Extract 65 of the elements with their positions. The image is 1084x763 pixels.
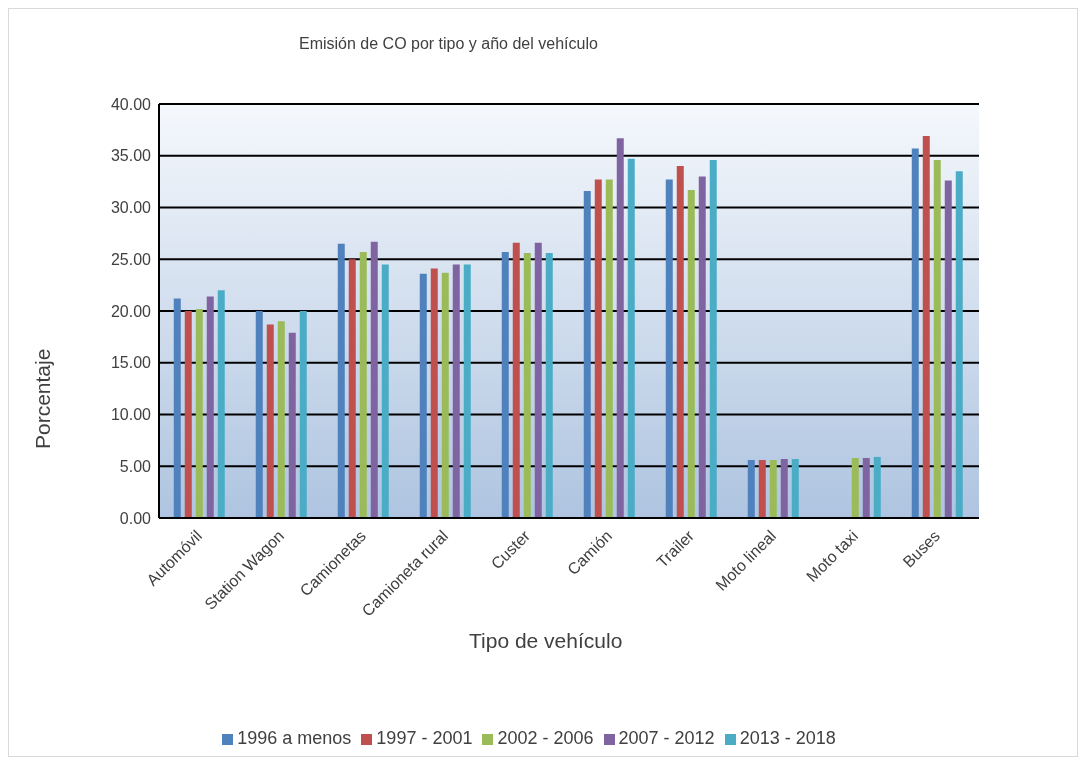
y-axis-title: Porcentaje — [31, 348, 54, 449]
bar — [583, 190, 591, 518]
bar — [627, 158, 635, 518]
bar — [534, 242, 542, 518]
bar — [944, 180, 952, 518]
bar — [512, 242, 520, 518]
bar — [676, 166, 684, 518]
y-tick-label: 5.00 — [119, 457, 152, 475]
bar — [758, 460, 766, 518]
bar — [348, 259, 356, 518]
bar — [337, 243, 345, 518]
bar — [430, 268, 438, 518]
legend-label: 2013 - 2018 — [739, 728, 836, 748]
bar — [545, 253, 553, 518]
bar — [747, 460, 755, 518]
bar — [195, 308, 203, 518]
bar — [769, 460, 777, 518]
bar — [501, 252, 509, 518]
chart-title: Emisión de CO por tipo y año del vehículo — [299, 35, 598, 53]
bar — [922, 136, 930, 518]
bar — [206, 296, 214, 518]
bar — [463, 264, 471, 518]
bar — [288, 332, 296, 518]
bar — [441, 272, 449, 518]
bar — [605, 179, 613, 518]
bar — [873, 456, 881, 518]
legend-label: 1997 - 2001 — [376, 728, 473, 748]
y-tick-label: 30.00 — [110, 199, 152, 217]
bar — [791, 459, 799, 518]
bar — [277, 321, 285, 518]
bar — [933, 159, 941, 518]
y-tick-label: 20.00 — [110, 302, 152, 320]
legend-label: 1996 a menos — [237, 728, 352, 748]
bar — [452, 264, 460, 518]
bar — [299, 311, 307, 518]
bar — [523, 253, 531, 518]
bar — [370, 241, 378, 518]
bar — [217, 290, 225, 518]
bar — [381, 264, 389, 518]
bar — [862, 457, 870, 518]
y-tick-label: 40.00 — [110, 95, 152, 113]
bar — [616, 138, 624, 518]
bar — [266, 324, 274, 518]
y-tick-label: 0.00 — [119, 509, 152, 527]
bar — [594, 179, 602, 518]
y-tick-label: 25.00 — [110, 250, 152, 268]
legend-label: 2007 - 2012 — [618, 728, 715, 748]
bar — [184, 311, 192, 518]
bar — [709, 159, 717, 518]
y-tick-label: 15.00 — [110, 354, 152, 372]
bar — [955, 171, 963, 518]
bar — [665, 179, 673, 518]
y-tick-label: 35.00 — [110, 147, 152, 165]
bar — [419, 273, 427, 518]
x-axis-title: Tipo de vehículo — [469, 629, 623, 653]
bar — [780, 459, 788, 518]
legend-label: 2002 - 2006 — [497, 728, 594, 748]
bar — [173, 298, 181, 518]
bar — [687, 189, 695, 518]
bar — [255, 311, 263, 518]
y-tick-label: 10.00 — [110, 406, 152, 424]
bar — [911, 148, 919, 518]
bar — [698, 176, 706, 518]
bar — [359, 252, 367, 518]
bar — [851, 457, 859, 518]
